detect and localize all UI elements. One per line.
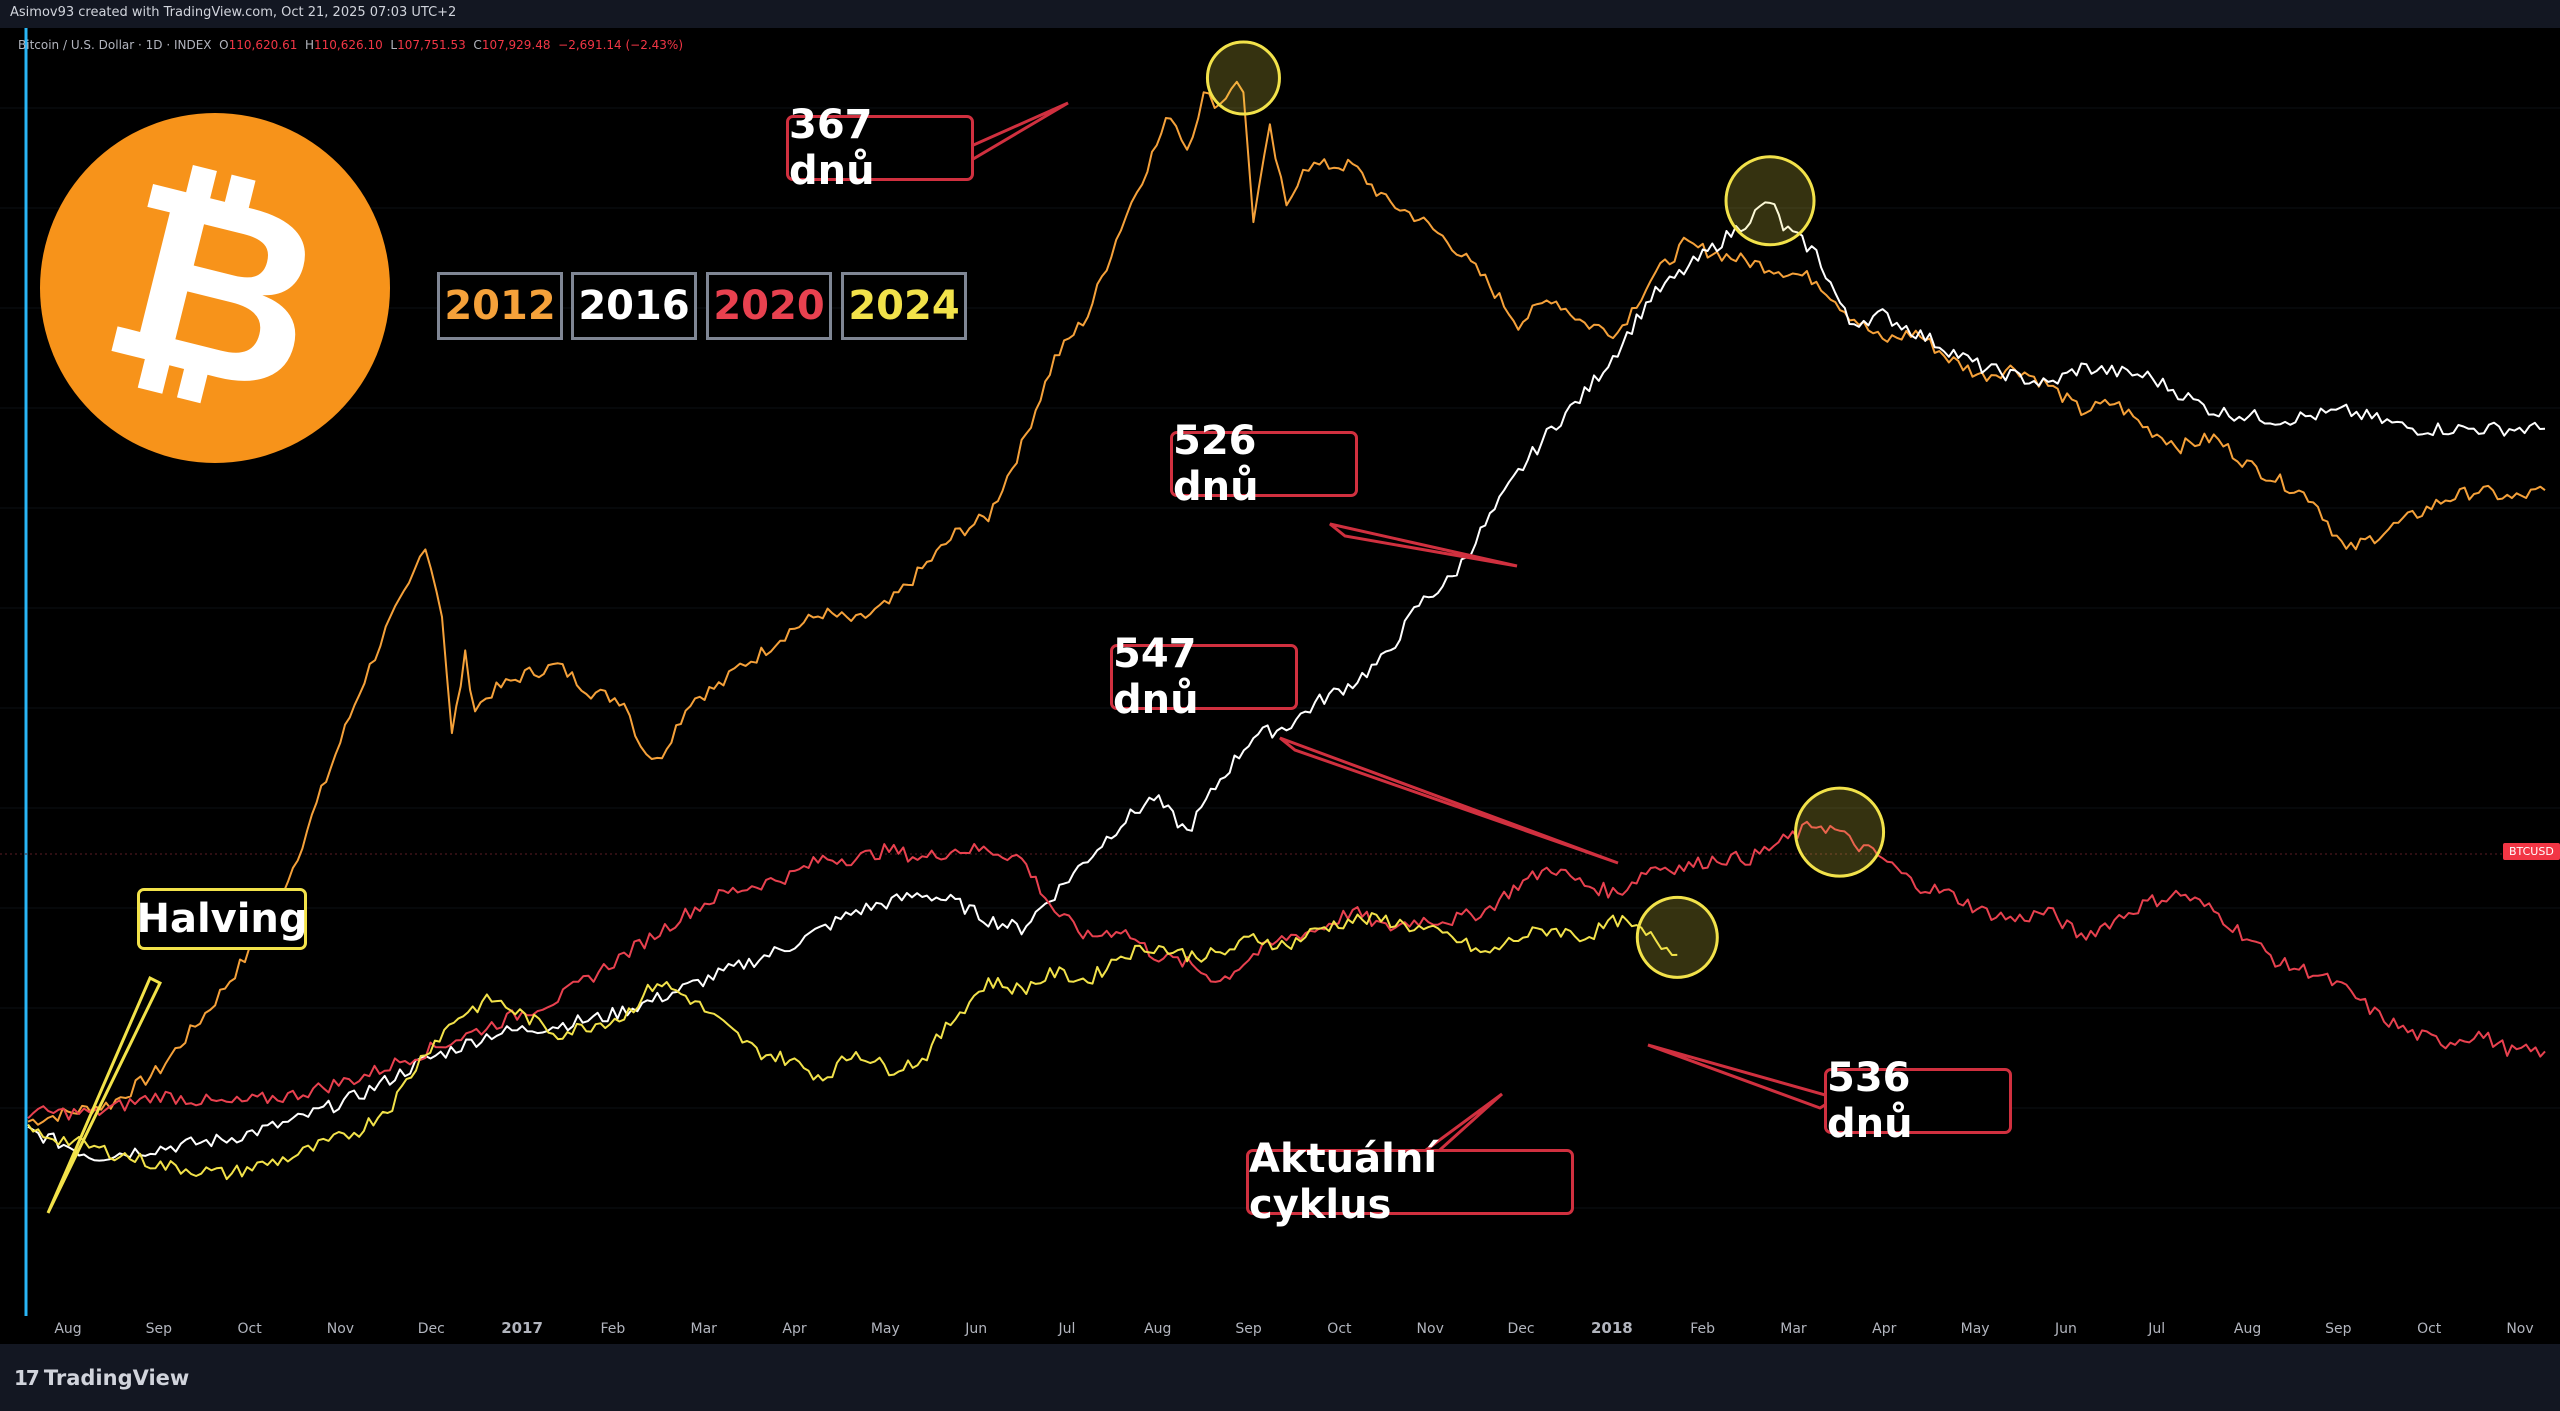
watermark-bar: Asimov93 created with TradingView.com, O…: [0, 0, 2560, 28]
low-value: 107,751.53: [397, 38, 466, 52]
x-tick-label: Mar: [1780, 1321, 1807, 1337]
halving-text: Halving: [136, 896, 308, 942]
peak-2020-pointer: [1279, 736, 1619, 865]
x-tick-label: Oct: [238, 1321, 263, 1337]
peak-circle-2020: [1794, 786, 1886, 878]
legend-label-2024: 2024: [848, 283, 960, 329]
peak-2024-pointer: [1647, 1043, 1840, 1110]
change-value: −2,691.14 (−2.43%): [558, 38, 684, 52]
x-tick-label: Aug: [2234, 1321, 2261, 1337]
x-tick-label: Aug: [54, 1321, 81, 1337]
peak-circle-2016: [1724, 155, 1816, 247]
x-tick-label: Nov: [2506, 1321, 2533, 1337]
series-line-2024: [27, 912, 1678, 1181]
x-tick-label: Oct: [2417, 1321, 2442, 1337]
halving-pointer: [46, 975, 162, 1214]
peak-2020-text: 547 dnů: [1113, 631, 1199, 723]
x-tick-label: Nov: [327, 1321, 354, 1337]
x-tick-label: Dec: [1507, 1321, 1534, 1337]
chart-area[interactable]: Aug Sep Oct Nov Dec 2017 Feb Mar Apr May Jun Jul Aug…: [0, 28, 2560, 1344]
series-line-2016: [27, 201, 2546, 1162]
peak-2024-label: 536 dnů: [1824, 1055, 2012, 1147]
x-tick-label: May: [871, 1321, 900, 1337]
tv-mark-icon: 17: [14, 1366, 40, 1390]
legend-label-2012: 2012: [444, 283, 556, 329]
x-tick-label: 2017: [501, 1319, 543, 1337]
x-tick-label: Nov: [1417, 1321, 1444, 1337]
series-layer: [27, 80, 2546, 1181]
close-label: C: [473, 38, 482, 52]
x-tick-label: Dec: [418, 1321, 445, 1337]
price-tag[interactable]: BTCUSD: [2503, 843, 2560, 860]
watermark-text: Asimov93 created with TradingView.com, O…: [10, 5, 457, 20]
callout-pointers: [46, 101, 1840, 1214]
low-label: L: [390, 38, 398, 52]
x-tick-label: Oct: [1327, 1321, 1352, 1337]
legend-2012: 2012: [437, 272, 563, 340]
x-tick-label: Jul: [1058, 1321, 1076, 1337]
x-tick-label: Mar: [690, 1321, 717, 1337]
x-tick-label: Apr: [1872, 1321, 1896, 1337]
x-tick-label: Aug: [1144, 1321, 1171, 1337]
peak-2012-label: 367 dnů: [786, 102, 974, 194]
x-tick-label: Jul: [2147, 1321, 2165, 1337]
current-cycle-label: Aktuální cyklus: [1246, 1136, 1574, 1228]
x-tick-label: Sep: [146, 1321, 173, 1337]
peak-2024-text: 536 dnů: [1827, 1055, 1913, 1147]
peak-2020-label: 547 dnů: [1110, 631, 1298, 723]
footer-bar: 17 TradingView: [0, 1344, 2560, 1411]
legend-2020: 2020: [706, 272, 832, 340]
peak-2016-text: 526 dnů: [1173, 418, 1259, 510]
high-value: 110,626.10: [314, 38, 383, 52]
symbol-name[interactable]: Bitcoin / U.S. Dollar · 1D · INDEX: [18, 38, 212, 52]
ohlc-legend: Bitcoin / U.S. Dollar · 1D · INDEX O110,…: [18, 38, 683, 52]
halving-label: Halving: [136, 888, 308, 950]
x-tick-label: Apr: [782, 1321, 806, 1337]
peak-2016-label: 526 dnů: [1170, 418, 1358, 510]
chart-grid: [0, 107, 2560, 1209]
x-axis: Aug Sep Oct Nov Dec 2017 Feb Mar Apr May Jun Jul Aug…: [54, 1319, 2533, 1337]
x-tick-label: Feb: [600, 1321, 625, 1337]
legend-2024: 2024: [841, 272, 967, 340]
x-tick-label: Jun: [2054, 1321, 2077, 1337]
x-tick-label: May: [1961, 1321, 1990, 1337]
current-cycle-text: Aktuální cyklus: [1249, 1136, 1438, 1228]
peak-2012-pointer: [957, 101, 1069, 164]
peak-2016-pointer: [1329, 522, 1518, 568]
peak-2012-text: 367 dnů: [789, 102, 875, 194]
x-tick-label: Sep: [1235, 1321, 1262, 1337]
x-tick-label: 2018: [1591, 1319, 1633, 1337]
close-value: 107,929.48: [481, 38, 551, 52]
legend-label-2016: 2016: [578, 283, 690, 329]
legend-label-2020: 2020: [713, 283, 825, 329]
bitcoin-logo-icon: ₿: [40, 113, 390, 463]
peak-circles: [1205, 40, 1886, 979]
price-chart[interactable]: Aug Sep Oct Nov Dec 2017 Feb Mar Apr May Jun Jul Aug…: [0, 28, 2560, 1344]
open-value: 110,620.61: [228, 38, 298, 52]
tradingview-logo-icon[interactable]: 17 TradingView: [14, 1366, 189, 1390]
x-tick-label: Sep: [2325, 1321, 2352, 1337]
peak-circle-2024: [1635, 895, 1719, 979]
x-tick-label: Jun: [964, 1321, 987, 1337]
high-label: H: [304, 38, 315, 52]
peak-circle-2012: [1205, 40, 1281, 116]
x-tick-label: Feb: [1690, 1321, 1715, 1337]
legend-2016: 2016: [571, 272, 697, 340]
bitcoin-glyph: ₿: [81, 121, 350, 454]
series-line-2012: [27, 80, 2546, 1126]
open-label: O: [219, 38, 229, 52]
brand-name: TradingView: [43, 1366, 190, 1390]
